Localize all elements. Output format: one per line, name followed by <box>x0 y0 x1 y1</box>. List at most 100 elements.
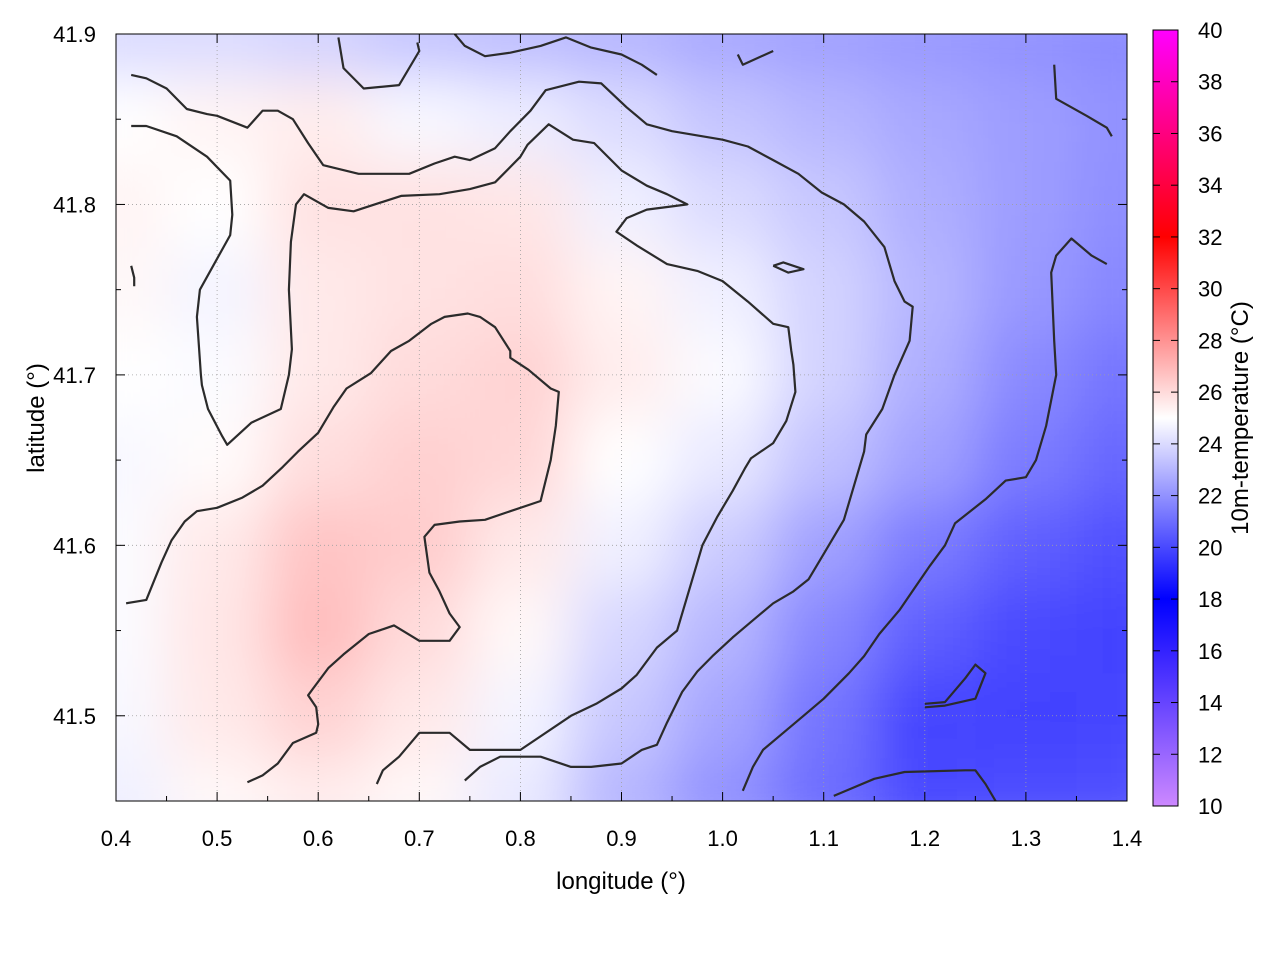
heatmap-cell <box>166 161 269 248</box>
heatmap-cell <box>571 417 674 504</box>
colorbar-tick-label: 38 <box>1198 70 1222 95</box>
heatmap-cell <box>773 76 876 163</box>
x-tick-label: 0.4 <box>101 826 132 851</box>
contour-line <box>130 73 914 782</box>
heatmap-cell <box>773 417 876 504</box>
heatmap-cell <box>166 417 269 504</box>
heatmap-cell <box>773 758 876 801</box>
heatmap-cell <box>1076 332 1127 419</box>
heatmap-cell <box>975 76 1078 163</box>
y-axis-title: latitude (°) <box>23 363 50 473</box>
heatmap-cell <box>672 417 775 504</box>
y-tick-label: 41.5 <box>53 704 96 729</box>
heatmap-cell <box>975 673 1078 760</box>
heatmap-cell <box>773 502 876 589</box>
heatmap-cell <box>874 502 977 589</box>
colorbar-tick-label: 22 <box>1198 484 1222 509</box>
heatmap-cell <box>469 587 572 675</box>
x-tick-label: 1.4 <box>1112 826 1143 851</box>
contour-line <box>736 49 774 66</box>
heatmap-cell <box>874 34 977 78</box>
heatmap-cell <box>672 247 775 334</box>
heatmap-cell <box>571 247 674 334</box>
heatmap-cell <box>571 161 674 248</box>
heatmap-cell <box>773 673 876 760</box>
heatmap-cell <box>571 76 674 163</box>
x-tick-label: 1.2 <box>910 826 941 851</box>
contour-line <box>924 663 987 709</box>
x-tick-label: 1.3 <box>1011 826 1042 851</box>
heatmap-cell <box>571 34 674 78</box>
heatmap-cell <box>116 247 168 334</box>
colorbar-tick-label: 16 <box>1198 639 1222 664</box>
heatmap-cell <box>975 587 1078 675</box>
heatmap-cell <box>773 247 876 334</box>
heatmap-cell <box>267 332 370 419</box>
heatmap-cell <box>368 161 471 248</box>
heatmap-cell <box>469 332 572 419</box>
colorbar-tick-label: 18 <box>1198 587 1222 612</box>
temperature-heatmap <box>116 34 1127 801</box>
contour-line <box>772 261 805 274</box>
heatmap-cell <box>116 673 168 760</box>
y-tick-label: 41.8 <box>53 192 96 217</box>
y-tick-label: 41.9 <box>53 22 96 47</box>
contour-line <box>125 312 560 784</box>
contour-line <box>131 123 797 785</box>
heatmap-cell <box>1076 34 1127 78</box>
heatmap-cell <box>267 34 370 78</box>
colorbar-ticks: 10 12 14 16 18 20 22 24 26 28 30 32 34 36 38 40 <box>1153 18 1222 819</box>
colorbar-tick-label: 24 <box>1198 432 1222 457</box>
colorbar-title: 10m-temperature (°C) <box>1227 301 1254 535</box>
y-tick-label: 41.7 <box>53 363 96 388</box>
heatmap-cell <box>874 587 977 675</box>
heatmap-cell <box>571 502 674 589</box>
colorbar-tick-label: 26 <box>1198 380 1222 405</box>
heatmap-cell <box>368 247 471 334</box>
heatmap-cell <box>773 34 876 78</box>
heatmap-cell <box>368 332 471 419</box>
heatmap-cell <box>166 587 269 675</box>
heatmap-cell <box>166 332 269 419</box>
heatmap-cell <box>469 247 572 334</box>
heatmap-cell <box>672 673 775 760</box>
heatmap-cell <box>1076 417 1127 504</box>
heatmap-cell <box>672 502 775 589</box>
y-tick-label: 41.6 <box>53 533 96 558</box>
heatmap-cell <box>368 587 471 675</box>
colorbar-tick-label: 14 <box>1198 691 1222 716</box>
colorbar-tick-label: 30 <box>1198 277 1222 302</box>
heatmap-cell <box>975 502 1078 589</box>
heatmap-cell <box>975 34 1078 78</box>
contour-lines <box>125 34 1113 801</box>
heatmap-cell <box>1076 76 1127 163</box>
heatmap-cell <box>672 332 775 419</box>
colorbar-tick-label: 10 <box>1198 794 1222 819</box>
heatmap-cell <box>267 673 370 760</box>
heatmap-cell <box>116 417 168 504</box>
heatmap-cell <box>116 758 168 801</box>
heatmap-cell <box>368 76 471 163</box>
x-tick-label: 0.9 <box>606 826 637 851</box>
heatmap-cell <box>874 673 977 760</box>
heatmap-cell <box>571 758 674 801</box>
heatmap-cell <box>975 161 1078 248</box>
heatmap-cell <box>672 161 775 248</box>
colorbar-tick-label: 20 <box>1198 535 1222 560</box>
heatmap-cell <box>368 502 471 589</box>
heatmap-cell <box>368 673 471 760</box>
heatmap-cell <box>1076 758 1127 801</box>
heatmap-cell <box>166 247 269 334</box>
contour-line <box>833 769 997 801</box>
heatmap-cell <box>874 76 977 163</box>
heatmap-cell <box>267 502 370 589</box>
heatmap-cell <box>166 34 269 78</box>
heatmap-cell <box>267 247 370 334</box>
colorbar-gradient <box>1152 29 1179 807</box>
contour-line <box>1053 64 1113 137</box>
heatmap-cell <box>166 673 269 760</box>
heatmap-cell <box>975 247 1078 334</box>
heatmap-cell <box>469 161 572 248</box>
